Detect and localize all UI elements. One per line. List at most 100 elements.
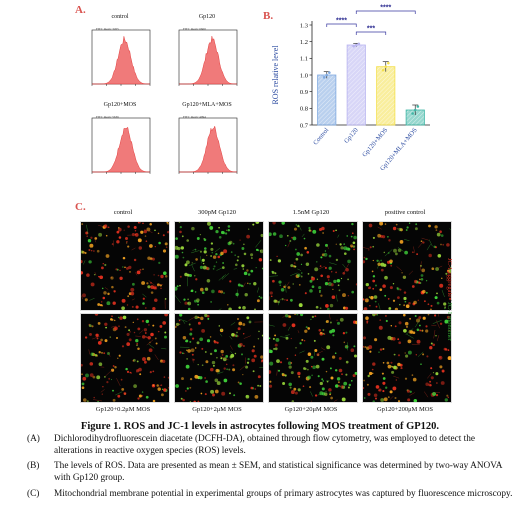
- cell-dot: [157, 232, 160, 235]
- cell-process: [436, 335, 440, 342]
- fitc-mean: FITC mean: 6660: [183, 27, 206, 31]
- cell-dot: [442, 243, 445, 246]
- micrograph-image: [362, 313, 452, 403]
- cell-dot: [111, 315, 113, 318]
- cell-dot: [84, 336, 88, 339]
- cell-dot: [131, 282, 135, 286]
- cell-process: [154, 354, 159, 360]
- cell-dot: [387, 396, 390, 398]
- cell-process: [191, 250, 200, 254]
- cell-process: [176, 323, 178, 328]
- cell-process: [421, 237, 430, 241]
- cell-dot: [316, 243, 320, 247]
- cell-dot: [326, 345, 331, 350]
- y-axis-label: ROS relative level: [271, 45, 280, 105]
- cell-dot: [366, 321, 369, 324]
- cell-dot: [277, 369, 281, 372]
- cell-dot: [304, 292, 307, 295]
- cell-dot: [275, 337, 280, 342]
- cell-dot: [327, 282, 330, 285]
- micrograph-label: Gp120+200μM MOS: [376, 406, 434, 413]
- cell-dot: [122, 266, 124, 268]
- cell-process: [342, 263, 347, 269]
- cell-dot: [435, 335, 437, 337]
- cell-dot: [215, 368, 220, 373]
- cell-dot: [322, 232, 324, 234]
- cell-dot: [164, 298, 167, 300]
- cell-dot: [309, 289, 313, 293]
- cell-dot: [228, 307, 232, 310]
- cell-process: [131, 298, 135, 301]
- cell-dot: [153, 274, 155, 276]
- cell-dot: [252, 223, 255, 226]
- cell-dot: [378, 388, 382, 392]
- significance-bracket: [326, 23, 357, 27]
- cell-dot: [210, 301, 212, 303]
- cell-dot: [146, 282, 149, 285]
- cell-dot: [258, 295, 261, 298]
- cell-dot: [273, 299, 277, 303]
- cell-dot: [209, 225, 214, 230]
- cell-dot: [415, 354, 417, 356]
- cell-dot: [224, 232, 228, 235]
- cell-dot: [274, 347, 278, 351]
- cell-dot: [290, 371, 294, 375]
- cell-dot: [319, 291, 321, 293]
- cell-dot: [338, 385, 340, 387]
- cell-dot: [427, 303, 430, 306]
- cell-dot: [207, 222, 211, 226]
- cell-process: [107, 351, 111, 357]
- cell-dot: [129, 331, 131, 333]
- cell-dot: [212, 268, 215, 270]
- cell-dot: [110, 378, 113, 381]
- cell-dot: [199, 233, 202, 236]
- cell-dot: [201, 347, 204, 350]
- x-tick-label: Control: [312, 127, 330, 147]
- cell-dot: [340, 385, 345, 389]
- cell-dot: [338, 289, 341, 292]
- cell-dot: [427, 314, 430, 316]
- cell-dot: [93, 396, 95, 399]
- cell-dot: [210, 247, 214, 251]
- cell-dot: [220, 230, 225, 235]
- cell-dot: [335, 229, 337, 232]
- cell-dot: [272, 232, 277, 236]
- cell-dot: [329, 303, 334, 308]
- cell-dot: [213, 265, 216, 268]
- cell-dot: [436, 301, 440, 305]
- cell-dot: [253, 282, 257, 286]
- cell-dot: [225, 363, 228, 366]
- cell-dot: [269, 361, 274, 366]
- cell-dot: [142, 222, 144, 225]
- cell-dot: [246, 269, 249, 272]
- cell-dot: [220, 329, 223, 331]
- cell-dot: [257, 338, 260, 340]
- cell-dot: [348, 383, 352, 387]
- cell-dot: [312, 230, 314, 233]
- cell-dot: [127, 245, 130, 248]
- cell-dot: [315, 364, 320, 369]
- cell-dot: [197, 316, 200, 319]
- cell-dot: [118, 227, 120, 229]
- cell-dot: [382, 390, 385, 393]
- cell-dot: [245, 394, 250, 399]
- cell-process: [94, 272, 97, 276]
- cell-dot: [307, 327, 311, 330]
- cell-dot: [232, 242, 235, 245]
- significance-bracket: [355, 10, 416, 14]
- cell-dot: [237, 255, 240, 258]
- cell-dot: [409, 317, 412, 320]
- cell-dot: [194, 315, 198, 320]
- cell-dot: [93, 250, 95, 252]
- cell-dot: [368, 286, 372, 290]
- cell-dot: [124, 326, 127, 329]
- cell-process: [219, 333, 223, 337]
- cell-dot: [372, 400, 375, 402]
- cell-dot: [289, 386, 292, 389]
- cell-dot: [232, 364, 235, 367]
- cell-dot: [363, 307, 368, 310]
- cell-dot: [417, 299, 419, 301]
- cell-dot: [411, 374, 414, 376]
- cell-dot: [123, 392, 127, 395]
- cell-dot: [239, 382, 242, 385]
